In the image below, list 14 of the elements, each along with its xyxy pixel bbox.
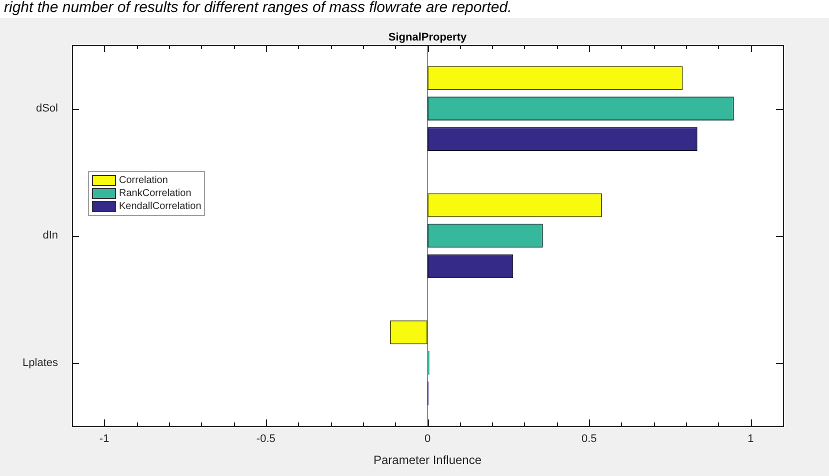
y-tick-label: dIn [42,230,58,242]
x-tick-label: -0.5 [256,433,276,446]
x-tick-label: -1 [99,433,110,446]
text: right the number of results for different ranges of mass flowrate are reported. [0,0,829,18]
legend-label: RankCorrelation [119,188,192,199]
x-tick-label: 1 [748,433,754,446]
x-tick-label: 0 [424,433,431,446]
legend-label: KendallCorrelation [119,200,202,212]
x-axis-title: Parameter Influence [373,453,482,468]
legend-label: Correlation [119,174,168,186]
y-tick-label: dSol [36,102,58,115]
y-tick-label: Lplates [22,356,58,369]
x-tick-label: 0.5 [581,433,597,446]
chart-title: SignalProperty [388,32,468,44]
